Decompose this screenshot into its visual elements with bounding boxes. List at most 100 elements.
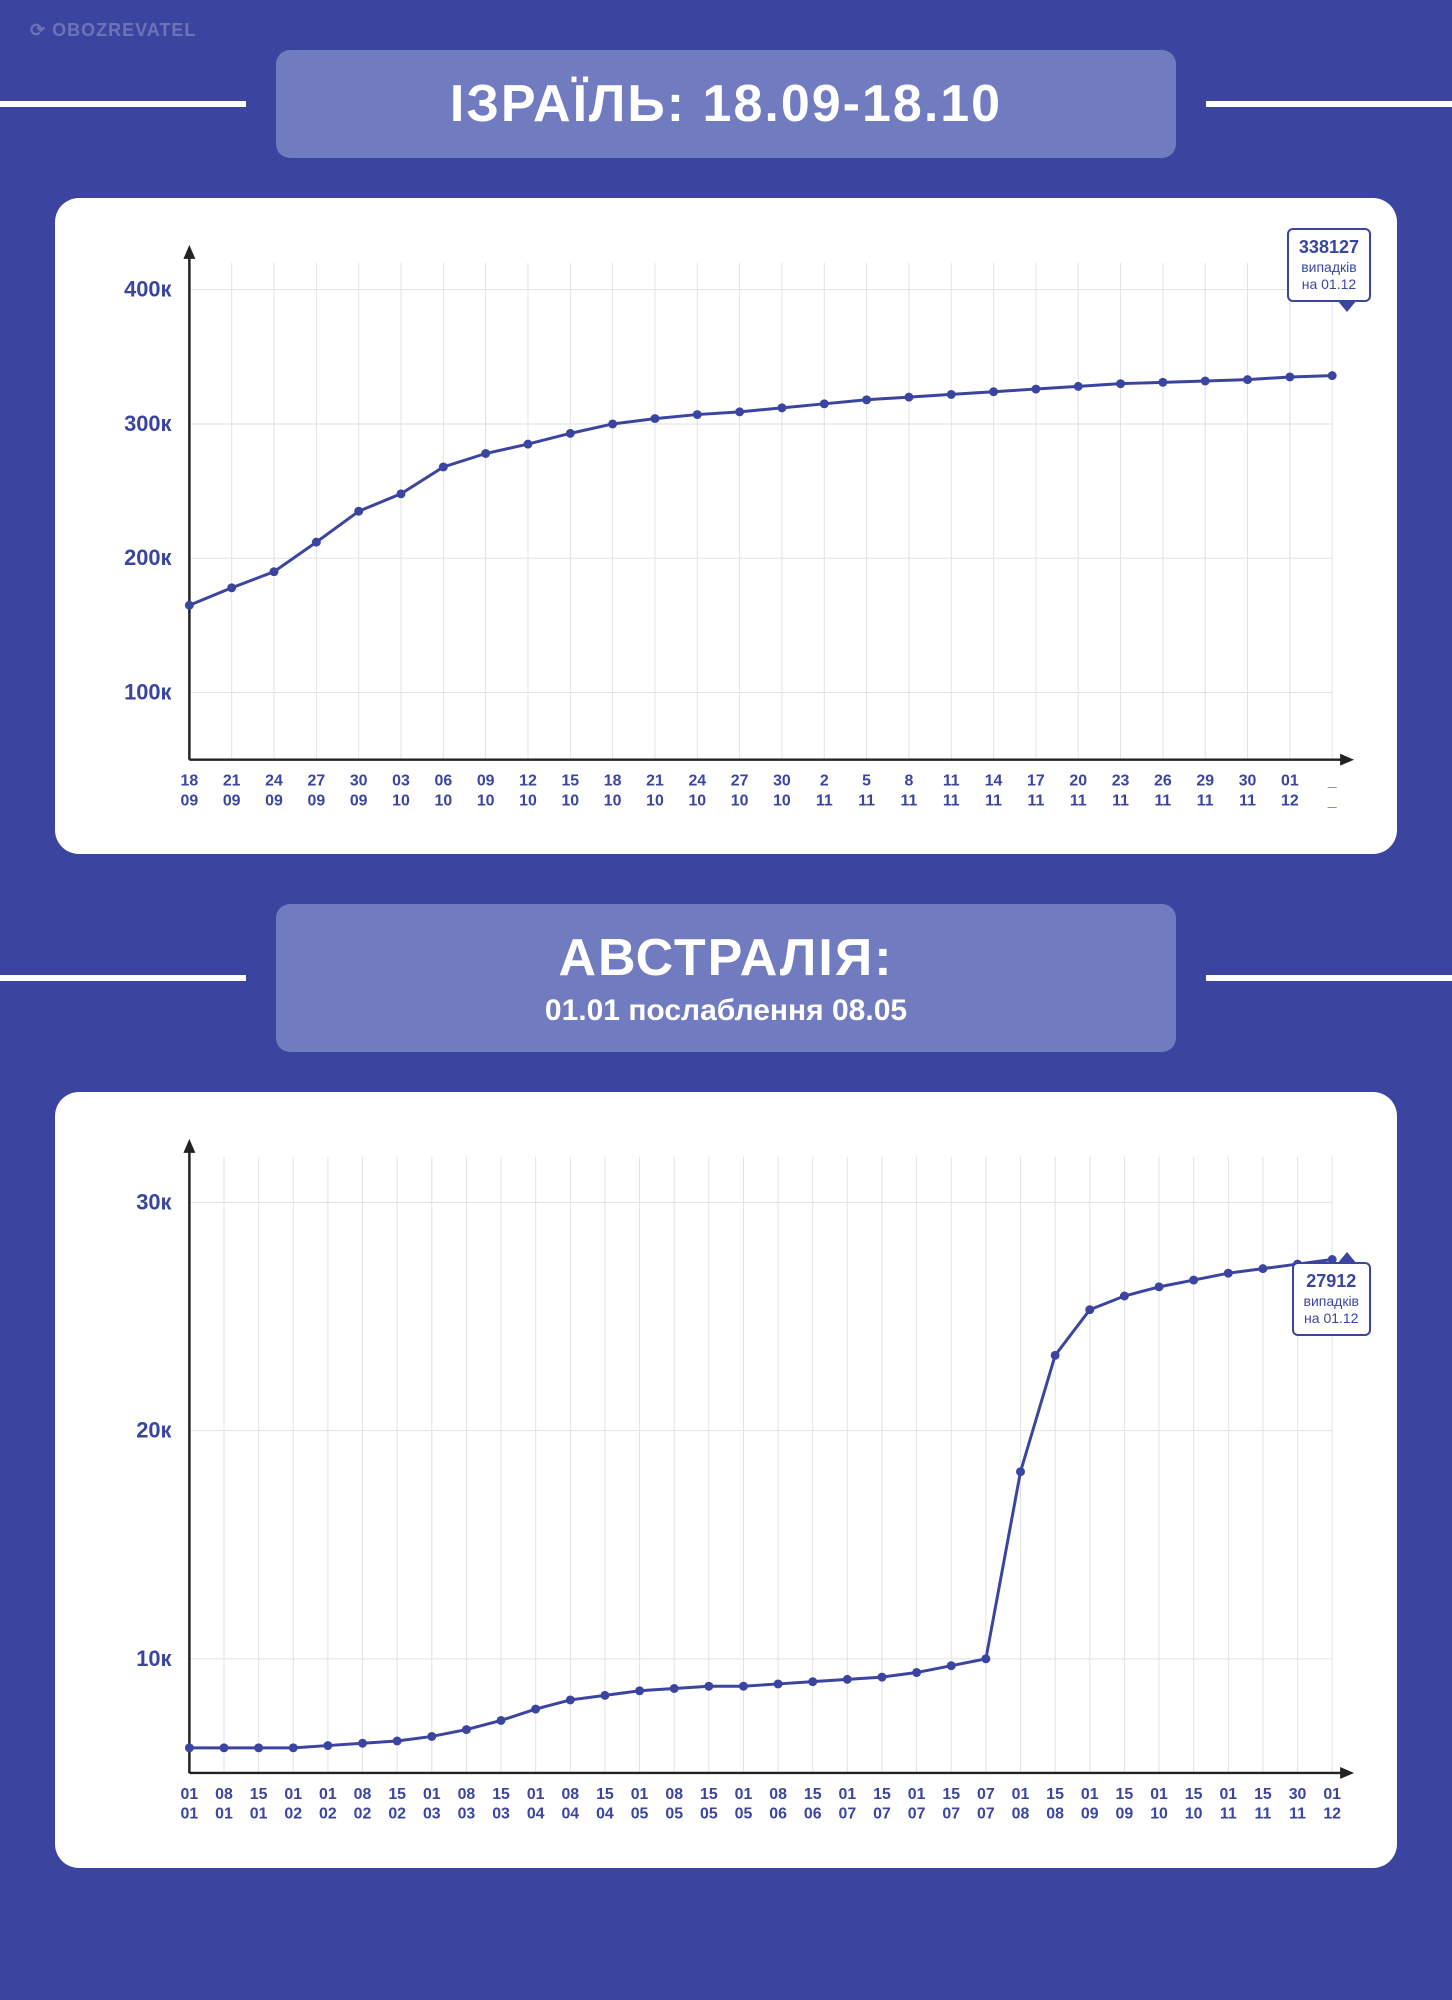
svg-text:01: 01 <box>527 1786 545 1803</box>
svg-text:15: 15 <box>804 1786 822 1803</box>
svg-text:06: 06 <box>434 773 452 790</box>
svg-text:01: 01 <box>1012 1786 1030 1803</box>
svg-text:15: 15 <box>700 1786 718 1803</box>
svg-text:07: 07 <box>977 1786 995 1803</box>
svg-text:10: 10 <box>434 792 452 809</box>
svg-text:10к: 10к <box>136 1646 171 1671</box>
svg-text:07: 07 <box>839 1806 857 1823</box>
svg-text:01: 01 <box>284 1786 302 1803</box>
svg-text:09: 09 <box>477 773 495 790</box>
header-subtitle-2: 01.01 послаблення 08.05 <box>336 994 1116 1028</box>
svg-text:08: 08 <box>561 1786 579 1803</box>
svg-text:01: 01 <box>250 1806 268 1823</box>
svg-text:11: 11 <box>943 792 960 809</box>
svg-text:23: 23 <box>1112 773 1130 790</box>
svg-text:10: 10 <box>477 792 495 809</box>
svg-text:08: 08 <box>1046 1806 1064 1823</box>
chart-card-2: 10к20к30к0101080115010102010208021502010… <box>55 1092 1397 1868</box>
svg-text:08: 08 <box>769 1786 787 1803</box>
header-title-1: ІЗРАЇЛЬ: 18.09-18.10 <box>336 74 1116 134</box>
svg-text:10: 10 <box>731 792 749 809</box>
svg-text:01: 01 <box>908 1786 926 1803</box>
svg-text:01: 01 <box>1219 1786 1237 1803</box>
svg-text:02: 02 <box>388 1806 406 1823</box>
svg-text:29: 29 <box>1196 773 1214 790</box>
svg-text:10: 10 <box>773 792 791 809</box>
chart-svg-1: 100к200к300к400к180921092409270930090310… <box>90 233 1362 829</box>
svg-text:01: 01 <box>1281 773 1299 790</box>
svg-text:26: 26 <box>1154 773 1172 790</box>
svg-text:10: 10 <box>561 792 579 809</box>
svg-text:01: 01 <box>181 1806 199 1823</box>
svg-text:08: 08 <box>458 1786 476 1803</box>
header-line-left <box>0 101 246 107</box>
svg-text:03: 03 <box>458 1806 476 1823</box>
svg-text:14: 14 <box>985 773 1003 790</box>
svg-text:15: 15 <box>1116 1786 1134 1803</box>
svg-text:12: 12 <box>519 773 537 790</box>
svg-text:15: 15 <box>492 1786 510 1803</box>
header-line-right <box>1206 101 1452 107</box>
svg-text:04: 04 <box>527 1806 545 1823</box>
header-row-2: АВСТРАЛІЯ: 01.01 послаблення 08.05 <box>0 904 1452 1052</box>
svg-text:01: 01 <box>215 1806 233 1823</box>
callout-1-number: 338127 <box>1299 236 1359 259</box>
svg-text:30к: 30к <box>136 1190 171 1215</box>
svg-text:11: 11 <box>1027 792 1044 809</box>
svg-text:10: 10 <box>392 792 410 809</box>
svg-text:10: 10 <box>646 792 664 809</box>
svg-text:08: 08 <box>1012 1806 1030 1823</box>
svg-text:07: 07 <box>977 1806 995 1823</box>
svg-text:2: 2 <box>820 773 829 790</box>
svg-text:11: 11 <box>943 773 960 790</box>
svg-text:100к: 100к <box>124 679 171 704</box>
svg-text:05: 05 <box>631 1806 649 1823</box>
chart-svg-2: 10к20к30к0101080115010102010208021502010… <box>90 1127 1362 1843</box>
callout-1: 338127 випадків на 01.12 <box>1287 228 1371 302</box>
svg-text:5: 5 <box>862 773 871 790</box>
svg-text:01: 01 <box>1323 1786 1341 1803</box>
svg-text:04: 04 <box>561 1806 579 1823</box>
svg-text:06: 06 <box>769 1806 787 1823</box>
svg-text:09: 09 <box>265 792 283 809</box>
section-australia: АВСТРАЛІЯ: 01.01 послаблення 08.05 10к20… <box>0 904 1452 1868</box>
svg-text:11: 11 <box>1070 792 1087 809</box>
svg-text:09: 09 <box>181 792 199 809</box>
svg-text:08: 08 <box>215 1786 233 1803</box>
svg-text:08: 08 <box>354 1786 372 1803</box>
svg-text:24: 24 <box>688 773 706 790</box>
svg-text:11: 11 <box>1220 1806 1237 1823</box>
svg-text:15: 15 <box>596 1786 614 1803</box>
svg-text:12: 12 <box>1281 792 1299 809</box>
svg-text:01: 01 <box>181 1786 199 1803</box>
svg-text:21: 21 <box>646 773 664 790</box>
svg-text:01: 01 <box>735 1786 753 1803</box>
svg-text:03: 03 <box>492 1806 510 1823</box>
svg-text:10: 10 <box>519 792 537 809</box>
svg-text:11: 11 <box>1255 1806 1272 1823</box>
svg-text:30: 30 <box>773 773 791 790</box>
svg-text:01: 01 <box>839 1786 857 1803</box>
svg-text:01: 01 <box>631 1786 649 1803</box>
svg-text:01: 01 <box>423 1786 441 1803</box>
svg-text:10: 10 <box>1185 1806 1203 1823</box>
svg-text:10: 10 <box>688 792 706 809</box>
svg-text:11: 11 <box>901 792 918 809</box>
svg-text:24: 24 <box>265 773 283 790</box>
svg-text:15: 15 <box>1046 1786 1064 1803</box>
svg-text:11: 11 <box>1197 792 1214 809</box>
svg-text:07: 07 <box>908 1806 926 1823</box>
svg-text:15: 15 <box>561 773 579 790</box>
svg-text:07: 07 <box>873 1806 891 1823</box>
svg-text:15: 15 <box>1185 1786 1203 1803</box>
header-box-1: ІЗРАЇЛЬ: 18.09-18.10 <box>276 50 1176 158</box>
callout-2: 27912 випадків на 01.12 <box>1292 1262 1371 1336</box>
svg-text:15: 15 <box>873 1786 891 1803</box>
svg-text:03: 03 <box>423 1806 441 1823</box>
svg-text:09: 09 <box>223 792 241 809</box>
svg-text:18: 18 <box>181 773 199 790</box>
svg-text:30: 30 <box>350 773 368 790</box>
svg-text:_: _ <box>1327 792 1337 809</box>
svg-text:04: 04 <box>596 1806 614 1823</box>
chart-card-1: 100к200к300к400к180921092409270930090310… <box>55 198 1397 854</box>
